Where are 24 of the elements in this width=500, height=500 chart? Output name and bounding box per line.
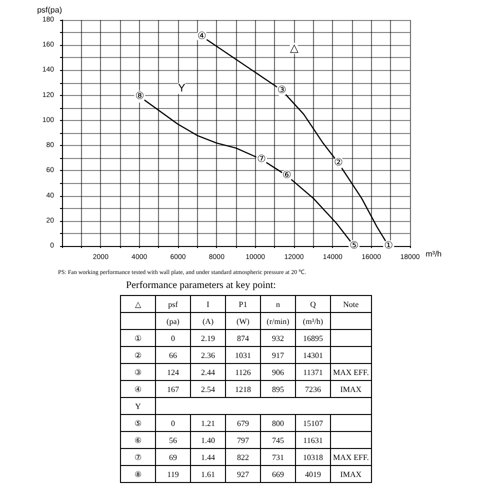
annotation: Y (178, 82, 186, 95)
data-label: ⑥ (282, 170, 292, 182)
text: ① 0 2.19 874 932 16895 (134, 334, 323, 342)
text: ⑦ 69 1.44 822 731 10318 MAX EFF. (134, 452, 369, 462)
text: ⑧ 119 1.61 927 669 4019 IMAX (134, 470, 362, 478)
y-axis-title: psf(pa) (37, 6, 62, 14)
text: ② 66 2.36 1031 917 14301 (134, 350, 323, 360)
data-label: ② (334, 158, 343, 169)
text: ④ 167 2.54 1218 895 7236 IMAX (134, 384, 362, 394)
annotation: △ (290, 42, 299, 54)
data-label: ⑧ (135, 91, 144, 102)
text: (pa) (A) (W) (r/min) (m³/h) (166, 316, 324, 326)
text: △ psf I P1 n Q Note (135, 300, 359, 308)
text: Y (120, 398, 156, 414)
data-label: ① (384, 240, 394, 252)
text: ③ 124 2.44 1126 906 11371 MAX EFF. (134, 368, 369, 376)
data-label: ⑤ (350, 240, 359, 252)
x-axis-title: m³/h (426, 250, 442, 258)
data-label: ③ (277, 84, 286, 96)
data-label: ⑦ (256, 154, 266, 165)
text: Performance parameters at key point: (126, 280, 277, 291)
text: ⑥ 56 1.40 797 745 11631 (134, 436, 323, 444)
text: ⑤ 0 1.21 679 800 15107 (134, 418, 323, 428)
data-label: ④ (197, 30, 206, 42)
